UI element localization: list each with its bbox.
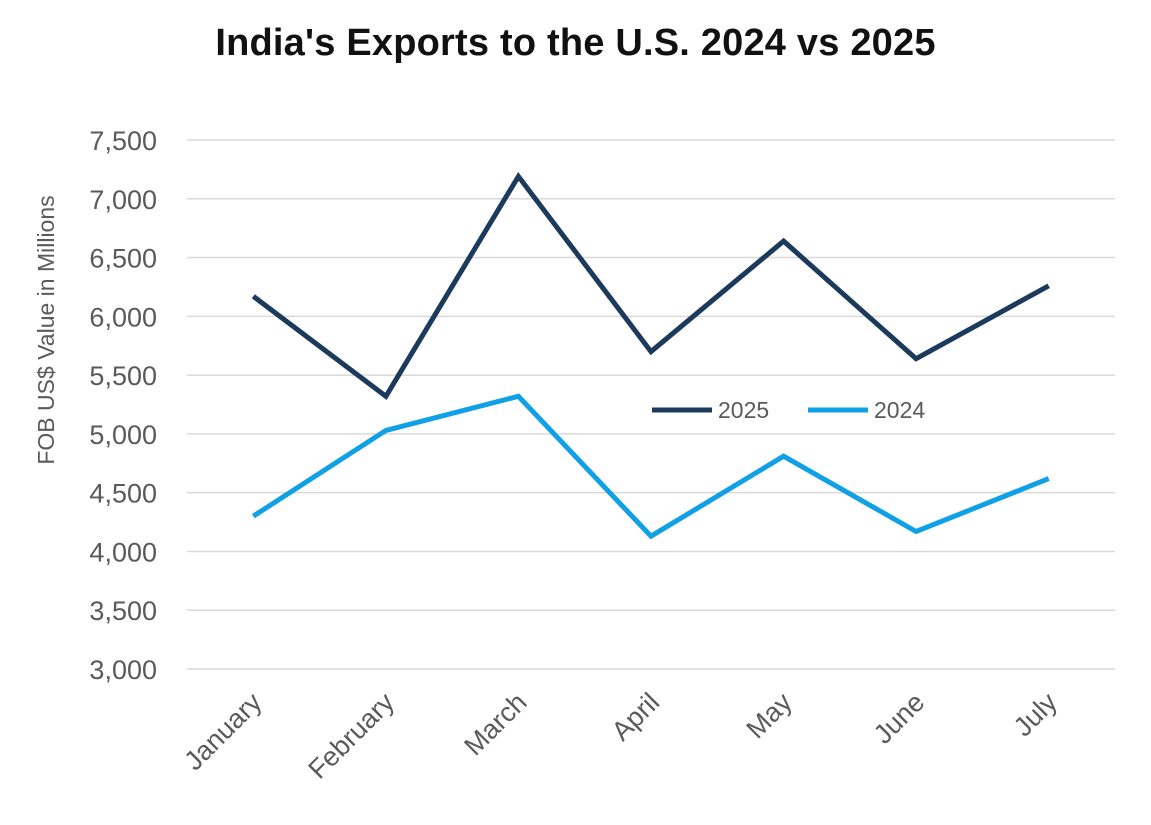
series-layer — [251, 171, 1050, 540]
chart-title: India's Exports to the U.S. 2024 vs 2025 — [215, 22, 936, 64]
y-tick-label: 4,500 — [89, 479, 157, 509]
y-tick-label: 5,000 — [89, 420, 157, 450]
legend-label-2024: 2024 — [874, 397, 925, 423]
y-axis-label: FOB US$ Value in Millions — [33, 195, 59, 464]
x-tick-label: April — [606, 687, 665, 746]
grid-layer — [187, 139, 1115, 670]
y-tick-label: 5,500 — [89, 361, 157, 391]
y-tick-label: 4,000 — [89, 537, 157, 567]
y-tick-label: 7,000 — [89, 185, 157, 215]
x-tick-label: July — [1008, 687, 1064, 743]
x-tick-label: January — [178, 687, 267, 776]
y-tick-label: 6,500 — [89, 244, 157, 274]
y-axis-ticks: 3,000 3,500 4,000 4,500 5,000 5,500 6,000 6,500… — [89, 126, 157, 685]
y-tick-label: 3,500 — [89, 596, 157, 626]
x-axis-ticks: January February March April May June July — [178, 687, 1063, 785]
legend: 2025 2024 — [652, 397, 925, 423]
y-tick-label: 7,500 — [89, 126, 157, 156]
series-line-2025 — [251, 171, 1050, 400]
x-tick-label: May — [741, 687, 799, 745]
y-tick-label: 6,000 — [89, 302, 157, 332]
legend-label-2025: 2025 — [718, 397, 769, 423]
series-line-2024 — [251, 393, 1050, 540]
y-tick-label: 3,000 — [89, 655, 157, 685]
x-tick-label: February — [302, 687, 400, 785]
x-tick-label: June — [868, 687, 931, 750]
x-tick-label: March — [458, 687, 532, 761]
